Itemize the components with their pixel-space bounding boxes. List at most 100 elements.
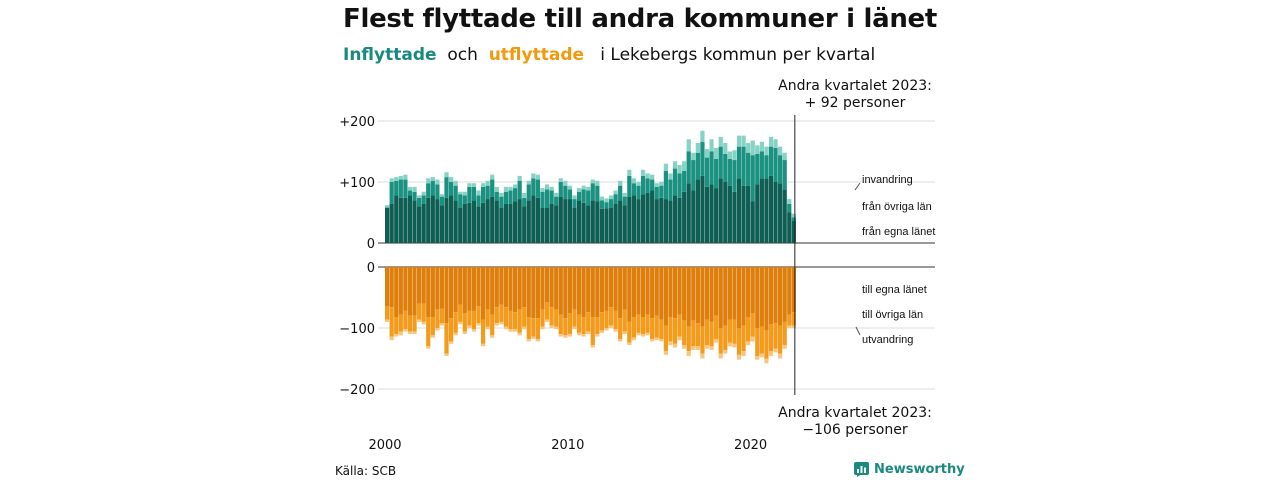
bar-invandring: [704, 149, 710, 158]
bar-till-ovriga-lan: [608, 307, 614, 326]
annotation-top-line2: + 92 personer: [804, 95, 906, 111]
bar-fran-egna-lanet: [385, 207, 390, 243]
bar-utvandring: [636, 332, 641, 336]
bar-till-egna-lanet: [736, 267, 742, 328]
bar-till-egna-lanet: [627, 267, 632, 322]
bar-invandring: [531, 173, 536, 179]
bar-fran-egna-lanet: [704, 186, 710, 243]
bar-fran-egna-lanet: [522, 206, 527, 243]
bar-utvandring: [535, 338, 541, 342]
y-tick-label-bottom: −200: [339, 383, 375, 398]
bar-fran-ovriga-lan: [682, 171, 687, 192]
bar-fran-egna-lanet: [677, 197, 682, 243]
bar-fran-egna-lanet: [403, 197, 408, 243]
bar-till-ovriga-lan: [672, 318, 678, 344]
bar-till-ovriga-lan: [709, 321, 714, 347]
bar-fran-egna-lanet: [709, 184, 714, 243]
bar-fran-egna-lanet: [682, 191, 687, 243]
bar-fran-ovriga-lan: [654, 186, 659, 200]
bar-till-egna-lanet: [636, 267, 641, 315]
bar-utvandring: [462, 331, 467, 335]
annotation-bottom-line2: −106 personer: [802, 422, 908, 438]
bar-utvandring: [778, 353, 783, 359]
bar-till-ovriga-lan: [700, 326, 705, 354]
bar-fran-ovriga-lan: [741, 146, 746, 186]
bar-till-ovriga-lan: [549, 307, 554, 326]
bar-till-egna-lanet: [412, 267, 417, 316]
bar-fran-ovriga-lan: [407, 190, 413, 196]
bar-till-ovriga-lan: [686, 326, 691, 352]
bar-fran-egna-lanet: [549, 203, 554, 243]
bar-utvandring: [732, 343, 737, 348]
bar-invandring: [618, 180, 623, 186]
bar-fran-ovriga-lan: [613, 194, 618, 204]
bar-utvandring: [750, 336, 755, 342]
bar-fran-egna-lanet: [654, 199, 659, 243]
bar-invandring: [508, 186, 513, 191]
bar-utvandring: [759, 353, 764, 358]
series-label-bottom: till övriga län: [862, 309, 923, 321]
bar-fran-ovriga-lan: [791, 217, 796, 222]
bar-utvandring: [654, 337, 659, 341]
bar-invandring: [581, 185, 586, 190]
brand-logo: Newsworthy: [854, 462, 965, 477]
bar-utvandring: [467, 325, 472, 328]
bar-fran-egna-lanet: [636, 199, 641, 243]
leader-invandring: [854, 182, 861, 191]
bar-till-egna-lanet: [595, 267, 600, 318]
bar-till-egna-lanet: [768, 267, 774, 325]
bar-till-egna-lanet: [741, 267, 746, 326]
bar-fran-ovriga-lan: [412, 191, 417, 201]
bar-invandring: [640, 169, 646, 176]
bar-invandring: [453, 180, 458, 186]
bar-invandring: [746, 142, 751, 153]
bar-fran-egna-lanet: [467, 202, 472, 243]
bar-till-ovriga-lan: [746, 317, 751, 342]
bar-invandring: [535, 174, 541, 180]
bar-fran-egna-lanet: [618, 200, 623, 243]
bar-fran-ovriga-lan: [650, 179, 655, 191]
bar-utvandring: [741, 351, 746, 357]
bar-fran-ovriga-lan: [668, 179, 673, 201]
bar-fran-ovriga-lan: [544, 189, 550, 208]
bar-till-ovriga-lan: [439, 308, 445, 324]
series-label-bottom: till egna länet: [862, 284, 927, 296]
bar-utvandring: [385, 319, 390, 322]
bar-invandring: [723, 142, 728, 154]
bar-invandring: [522, 192, 527, 198]
bar-utvandring: [444, 353, 449, 357]
series-label-top: från övriga län: [862, 201, 932, 213]
bar-fran-ovriga-lan: [586, 190, 591, 206]
bar-invandring: [636, 182, 641, 186]
bar-utvandring: [691, 346, 696, 350]
bar-fran-egna-lanet: [736, 178, 742, 243]
y-tick-label-bottom: −100: [339, 322, 375, 337]
bar-fran-ovriga-lan: [787, 203, 792, 213]
y-tick-label-top: 0: [367, 237, 375, 252]
bar-invandring: [448, 177, 454, 182]
bar-till-egna-lanet: [773, 267, 778, 324]
bar-fran-ovriga-lan: [485, 185, 490, 200]
bar-utvandring: [508, 329, 513, 332]
bar-invandring: [458, 191, 463, 195]
bar-till-ovriga-lan: [398, 314, 403, 332]
bar-till-egna-lanet: [714, 267, 719, 316]
bar-utvandring: [590, 345, 595, 348]
bar-till-egna-lanet: [453, 267, 458, 313]
bar-fran-ovriga-lan: [727, 158, 732, 186]
bar-till-egna-lanet: [677, 267, 682, 315]
bar-invandring: [412, 186, 417, 192]
bar-utvandring: [668, 341, 673, 346]
bar-invandring: [476, 190, 481, 196]
annotation-bottom: Andra kvartalet 2023: −106 personer: [770, 405, 940, 439]
bar-till-ovriga-lan: [581, 317, 586, 335]
bar-fran-egna-lanet: [604, 208, 609, 243]
bar-fran-egna-lanet: [554, 205, 559, 243]
y-tick-label-top: +100: [339, 176, 375, 191]
bar-till-egna-lanet: [650, 267, 655, 319]
bar-till-egna-lanet: [645, 267, 650, 315]
bar-till-egna-lanet: [439, 267, 445, 309]
bar-fran-ovriga-lan: [691, 160, 696, 191]
bar-fran-egna-lanet: [778, 183, 783, 243]
bar-till-egna-lanet: [727, 267, 732, 320]
